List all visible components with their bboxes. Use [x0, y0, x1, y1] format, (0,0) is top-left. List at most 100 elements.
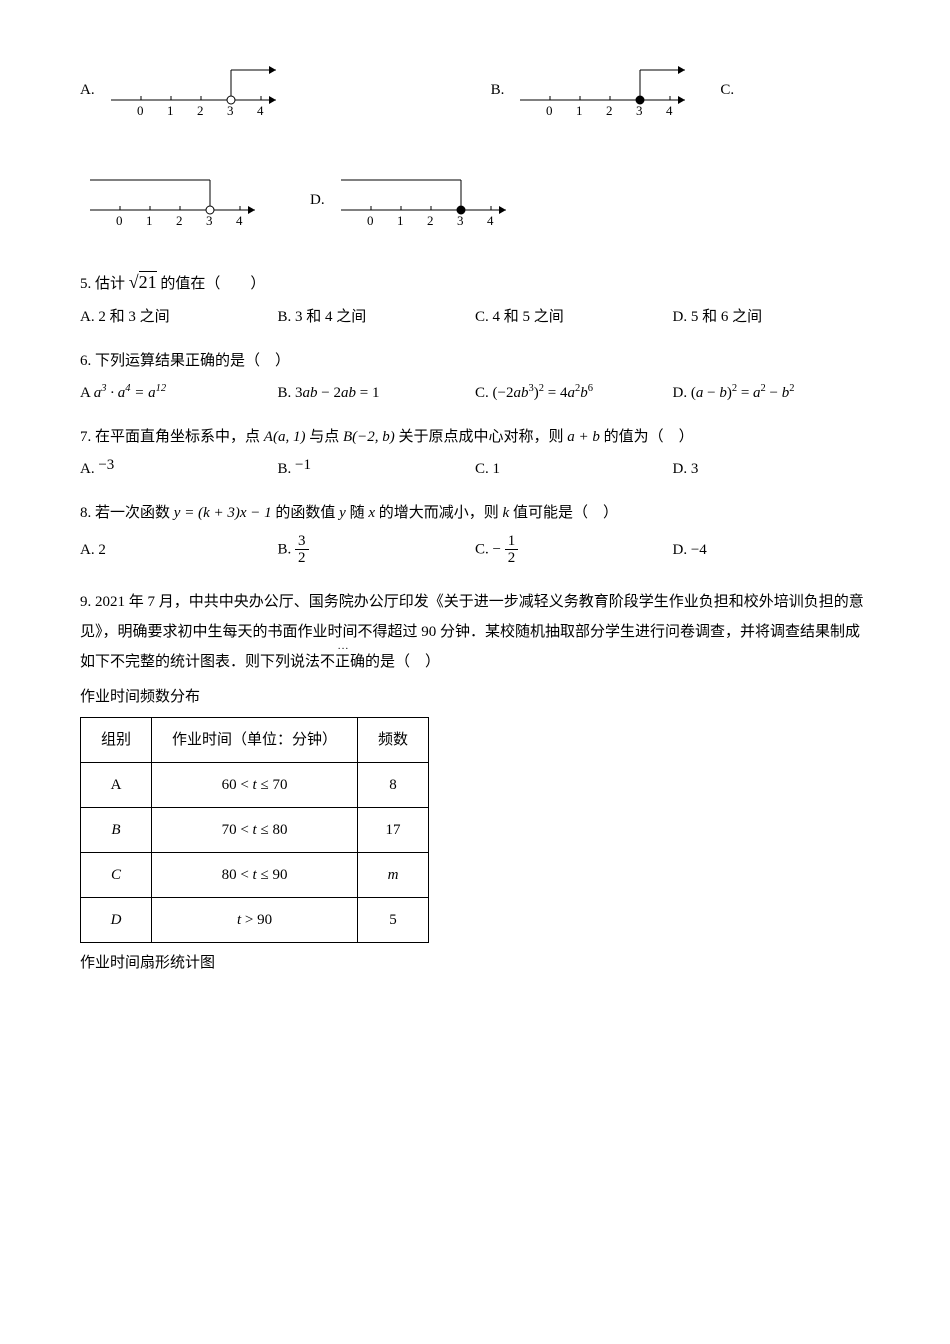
q7-suf1: 关于原点成中心对称，则: [399, 429, 564, 445]
q7-prefix: 7. 在平面直角坐标系中，点: [80, 429, 260, 445]
numberline-A: 0 1 2 3 4: [101, 60, 291, 120]
table-row: B 70 < t ≤ 80 17: [81, 807, 429, 852]
q9-stem-tail: 的是（ ）: [365, 654, 440, 670]
cell: A: [81, 762, 152, 807]
q8-optC-sign: −: [493, 541, 501, 557]
q6-optB-lbl: B.: [278, 385, 292, 401]
svg-text:0: 0: [546, 103, 553, 118]
q8-prefix: 8. 若一次函数: [80, 505, 170, 521]
q6-options: A a3 · a4 = a12 B. 3ab − 2ab = 1 C. (−2a…: [80, 381, 870, 405]
q6-optD: D. (a − b)2 = a2 − b2: [673, 381, 871, 405]
q4-optA: A. 0 1 2 3 4: [80, 60, 291, 120]
q7-optA-lbl: A.: [80, 461, 95, 477]
q7-optB-val: −1: [295, 457, 311, 473]
q4-options: A. 0 1 2 3 4 B. 0 1 2 3: [80, 60, 870, 140]
q9-stem-acc: 不正确: [320, 654, 365, 670]
q7-expr: a + b: [567, 429, 600, 445]
svg-text:4: 4: [236, 213, 243, 228]
table-row: A 60 < t ≤ 70 8: [81, 762, 429, 807]
q6-optB: B. 3ab − 2ab = 1: [278, 381, 476, 405]
q7-optB-lbl: B.: [278, 461, 292, 477]
q8-optB: B. 3 2: [278, 533, 476, 567]
numberline-D: 0 1 2 3 4: [331, 170, 521, 230]
q9-table: 组别 作业时间（单位：分钟） 频数 A 60 < t ≤ 70 8 B 70 <…: [80, 717, 429, 943]
optD-label: D.: [310, 188, 325, 212]
th-time: 作业时间（单位：分钟）: [152, 717, 358, 762]
cell: 5: [358, 897, 429, 942]
q7-optA: A. −3: [80, 457, 278, 481]
svg-text:3: 3: [227, 103, 234, 118]
q7-optC: C. 1: [475, 457, 673, 481]
q7-A: A(a, 1): [264, 429, 306, 445]
q5-optC: C. 4 和 5 之间: [475, 305, 673, 329]
table-row: D t > 90 5: [81, 897, 429, 942]
svg-text:2: 2: [427, 213, 434, 228]
q4-options-row2: 0 1 2 3 4 D. 0 1 2 3 4: [80, 170, 870, 250]
numberline-B: 0 1 2 3 4: [510, 60, 700, 120]
q6-optC-lbl: C.: [475, 385, 489, 401]
table-header-row: 组别 作业时间（单位：分钟） 频数: [81, 717, 429, 762]
q8-optA: A. 2: [80, 538, 278, 562]
optB-label: B.: [491, 78, 505, 102]
cell: 17: [358, 807, 429, 852]
q6-optD-math: (a − b)2 = a2 − b2: [691, 385, 795, 401]
table-row: C 80 < t ≤ 90 m: [81, 852, 429, 897]
q7-suf2: 的值为（ ）: [604, 429, 694, 445]
sqrt-val: 21: [139, 271, 157, 292]
q7-B: B(−2, b): [343, 429, 395, 445]
cell: 70 < t ≤ 80: [152, 807, 358, 852]
q8-optD: D. −4: [673, 538, 871, 562]
q8-optB-lbl: B.: [278, 541, 292, 557]
q4-optD: D. 0 1 2 3 4: [310, 170, 521, 230]
svg-text:1: 1: [167, 103, 174, 118]
svg-text:3: 3: [457, 213, 464, 228]
q6-optB-math: 3ab − 2ab = 1: [295, 385, 379, 401]
cell: 60 < t ≤ 70: [152, 762, 358, 807]
q4-optB: B. 0 1 2 3 4 C.: [491, 60, 741, 120]
q7-mid: 与点: [309, 429, 339, 445]
svg-text:0: 0: [116, 213, 123, 228]
q5-optB: B. 3 和 4 之间: [278, 305, 476, 329]
svg-text:4: 4: [487, 213, 494, 228]
q7-optB: B. −1: [278, 457, 476, 481]
q5-options: A. 2 和 3 之间 B. 3 和 4 之间 C. 4 和 5 之间 D. 5…: [80, 305, 870, 329]
svg-text:2: 2: [197, 103, 204, 118]
q7-optA-val: −3: [98, 457, 114, 473]
cell: C: [81, 852, 152, 897]
q5-optA: A. 2 和 3 之间: [80, 305, 278, 329]
q7-optD: D. 3: [673, 457, 871, 481]
optC-label: C.: [720, 78, 734, 102]
svg-text:2: 2: [176, 213, 183, 228]
q8-optC-lbl: C.: [475, 541, 489, 557]
q9-stem: 9. 2021 年 7 月，中共中央办公厅、国务院办公厅印发《关于进一步减轻义务…: [80, 587, 870, 677]
svg-text:0: 0: [137, 103, 144, 118]
q8-optB-frac: 3 2: [295, 533, 309, 567]
cell: D: [81, 897, 152, 942]
svg-text:1: 1: [146, 213, 153, 228]
q6-optD-lbl: D.: [673, 385, 688, 401]
q4-optC-graph: 0 1 2 3 4: [80, 170, 270, 230]
q6-optA-lbl: A: [80, 385, 90, 401]
svg-text:3: 3: [206, 213, 213, 228]
q8-mid1: 的函数值: [275, 505, 335, 521]
q8-mid3: 的增大而减小，则: [379, 505, 499, 521]
cell: B: [81, 807, 152, 852]
frac-n: 1: [505, 533, 519, 551]
svg-text:0: 0: [367, 213, 374, 228]
q6-optA-math: a3 · a4 = a12: [94, 385, 166, 401]
q6-stem: 6. 下列运算结果正确的是（ ）: [80, 349, 870, 373]
q8-k: k: [503, 505, 510, 521]
q5-suffix: 的值在（ ）: [160, 276, 265, 292]
th-group: 组别: [81, 717, 152, 762]
q8-options: A. 2 B. 3 2 C. − 1 2 D. −4: [80, 533, 870, 567]
frac-d: 2: [505, 550, 519, 567]
cell: 80 < t ≤ 90: [152, 852, 358, 897]
q9-chart-caption: 作业时间扇形统计图: [80, 951, 870, 975]
q5-optD: D. 5 和 6 之间: [673, 305, 871, 329]
q6-optC-math: (−2ab3)2 = 4a2b6: [493, 385, 593, 401]
q5-prefix: 5. 估计: [80, 276, 125, 292]
q8-mid2: 随: [350, 505, 365, 521]
frac-n: 3: [295, 533, 309, 551]
q9-table-caption: 作业时间频数分布: [80, 685, 870, 709]
cell: m: [358, 852, 429, 897]
